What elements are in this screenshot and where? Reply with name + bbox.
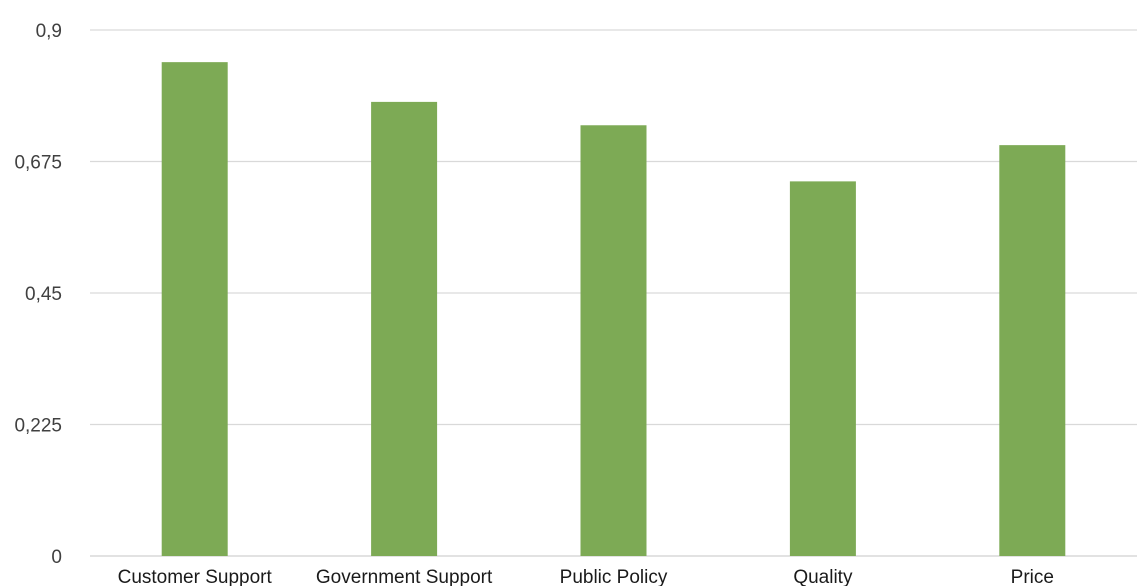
y-tick-label: 0,45 xyxy=(25,284,62,305)
y-tick-label: 0,9 xyxy=(36,21,62,42)
bar-price xyxy=(999,145,1066,556)
x-axis-category-labels: Customer Support Government Support Public… xyxy=(118,567,1054,586)
bar-public-policy xyxy=(580,125,647,557)
x-category-label: Customer Support xyxy=(118,567,273,586)
y-tick-label: 0,225 xyxy=(14,416,62,437)
bar-quality xyxy=(789,181,856,557)
x-category-label: Public Policy xyxy=(560,567,668,586)
x-category-label: Quality xyxy=(793,567,853,586)
y-axis-tick-labels: 0 0,225 0,45 0,675 0,9 xyxy=(14,21,62,568)
x-category-label: Price xyxy=(1011,567,1054,586)
bars xyxy=(161,62,1066,557)
bar-customer-support xyxy=(161,62,228,557)
x-category-label: Government Support xyxy=(316,567,493,586)
bar-government-support xyxy=(371,101,438,557)
y-tick-label: 0 xyxy=(51,547,62,568)
y-tick-label: 0,675 xyxy=(14,153,62,174)
